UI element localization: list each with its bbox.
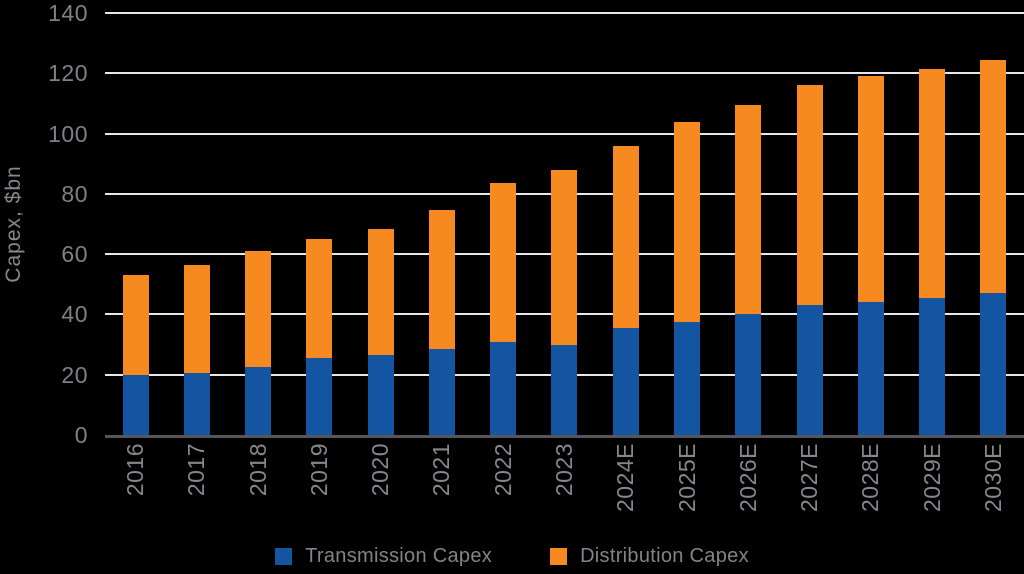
bar-segment-distribution bbox=[245, 251, 272, 368]
y-tick-label: 100 bbox=[48, 120, 88, 147]
legend: Transmission Capex Distribution Capex bbox=[0, 545, 1024, 568]
x-tick-label: 2029E bbox=[901, 443, 962, 535]
bar-segment-transmission bbox=[306, 358, 333, 435]
bar-group-2024e bbox=[595, 13, 656, 435]
legend-item-transmission: Transmission Capex bbox=[275, 545, 492, 568]
x-tick-label: 2022 bbox=[473, 443, 534, 535]
bar-segment-distribution bbox=[674, 121, 701, 322]
plot-area bbox=[105, 12, 1024, 438]
gridline bbox=[105, 132, 1024, 135]
bar-segment-distribution bbox=[490, 183, 517, 342]
bar-segment-transmission bbox=[367, 355, 394, 435]
x-tick-label: 2030E bbox=[963, 443, 1024, 535]
x-tick-label-text: 2016 bbox=[122, 443, 149, 497]
x-tick-label: 2017 bbox=[166, 443, 227, 535]
bar-segment-transmission bbox=[122, 374, 149, 435]
bar-segment-distribution bbox=[306, 239, 333, 359]
bar-segment-transmission bbox=[980, 293, 1007, 435]
bar-group-2028e bbox=[840, 13, 901, 435]
bar-segment-transmission bbox=[735, 314, 762, 435]
legend-item-distribution: Distribution Capex bbox=[550, 545, 749, 568]
bar-segment-transmission bbox=[490, 341, 517, 435]
bar-segment-transmission bbox=[796, 305, 823, 435]
bar-group-2023 bbox=[534, 13, 595, 435]
bar-group-2022 bbox=[473, 13, 534, 435]
x-tick-label: 2018 bbox=[228, 443, 289, 535]
y-tick-label: 0 bbox=[74, 422, 88, 448]
bar-segment-transmission bbox=[245, 367, 272, 435]
distribution-capex-swatch bbox=[550, 548, 568, 565]
x-tick-label-text: 2019 bbox=[305, 443, 332, 497]
bar-segment-distribution bbox=[796, 85, 823, 306]
bar-group-2017 bbox=[166, 13, 227, 435]
x-tick-label-text: 2022 bbox=[489, 443, 516, 497]
x-tick-label: 2024E bbox=[595, 443, 656, 535]
bar-segment-transmission bbox=[428, 349, 455, 435]
x-tick-label-text: 2029E bbox=[918, 443, 945, 513]
bar-group-2021 bbox=[411, 13, 472, 435]
x-tick-label: 2028E bbox=[840, 443, 901, 535]
x-tick-label: 2026E bbox=[718, 443, 779, 535]
bar-segment-distribution bbox=[735, 104, 762, 315]
bar-segment-distribution bbox=[612, 145, 639, 328]
x-tick-label-text: 2017 bbox=[183, 443, 210, 497]
bar-group-2025e bbox=[656, 13, 717, 435]
bar-segment-transmission bbox=[183, 373, 210, 435]
legend-label-transmission: Transmission Capex bbox=[305, 545, 493, 567]
bar-group-2030e bbox=[963, 13, 1024, 435]
x-tick-label-text: 2024E bbox=[612, 443, 639, 513]
x-tick-label-text: 2027E bbox=[796, 443, 823, 513]
legend-label-distribution: Distribution Capex bbox=[580, 545, 749, 567]
transmission-capex-swatch bbox=[275, 548, 293, 565]
bar-group-2020 bbox=[350, 13, 411, 435]
x-tick-label: 2020 bbox=[350, 443, 411, 535]
x-tick-label-text: 2026E bbox=[734, 443, 761, 513]
x-tick-label: 2027E bbox=[779, 443, 840, 535]
y-tick-label: 140 bbox=[48, 0, 88, 26]
bar-segment-distribution bbox=[183, 264, 210, 374]
bar-segment-distribution bbox=[428, 210, 455, 350]
y-tick-label: 20 bbox=[61, 361, 88, 388]
bar-segment-distribution bbox=[980, 59, 1007, 294]
x-tick-label: 2023 bbox=[534, 443, 595, 535]
x-tick-label-text: 2030E bbox=[979, 443, 1006, 513]
bar-segment-transmission bbox=[857, 302, 884, 435]
bar-segment-distribution bbox=[122, 275, 149, 375]
gridline bbox=[105, 12, 1024, 14]
bar-segment-transmission bbox=[612, 328, 639, 435]
x-tick-label-text: 2018 bbox=[244, 443, 271, 497]
gridline bbox=[105, 72, 1024, 75]
x-tick-label: 2025E bbox=[656, 443, 717, 535]
bar-segment-distribution bbox=[551, 169, 578, 345]
x-tick-label-text: 2021 bbox=[428, 443, 455, 497]
x-tick-label: 2021 bbox=[411, 443, 472, 535]
bar-group-2019 bbox=[289, 13, 350, 435]
bar-group-2018 bbox=[228, 13, 289, 435]
bar-group-2029e bbox=[901, 13, 962, 435]
bar-segment-distribution bbox=[919, 68, 946, 298]
x-tick-label: 2019 bbox=[289, 443, 350, 535]
y-tick-label: 40 bbox=[61, 301, 88, 328]
y-tick-label: 80 bbox=[61, 180, 88, 207]
x-tick-label-text: 2028E bbox=[857, 443, 884, 513]
y-tick-label: 120 bbox=[48, 60, 88, 87]
bar-segment-distribution bbox=[367, 228, 394, 356]
bar-group-2026e bbox=[718, 13, 779, 435]
y-tick-label: 60 bbox=[61, 241, 88, 268]
x-tick-label-text: 2020 bbox=[367, 443, 394, 497]
x-tick-label-text: 2025E bbox=[673, 443, 700, 513]
bar-segment-transmission bbox=[551, 344, 578, 435]
bar-segment-transmission bbox=[919, 297, 946, 435]
bar-group-2016 bbox=[105, 13, 166, 435]
bar-segment-transmission bbox=[674, 321, 701, 435]
x-tick-label: 2016 bbox=[105, 443, 166, 535]
x-tick-label-text: 2023 bbox=[550, 443, 577, 497]
bar-group-2027e bbox=[779, 13, 840, 435]
x-axis-baseline bbox=[105, 435, 1024, 438]
bar-segment-distribution bbox=[857, 76, 884, 303]
